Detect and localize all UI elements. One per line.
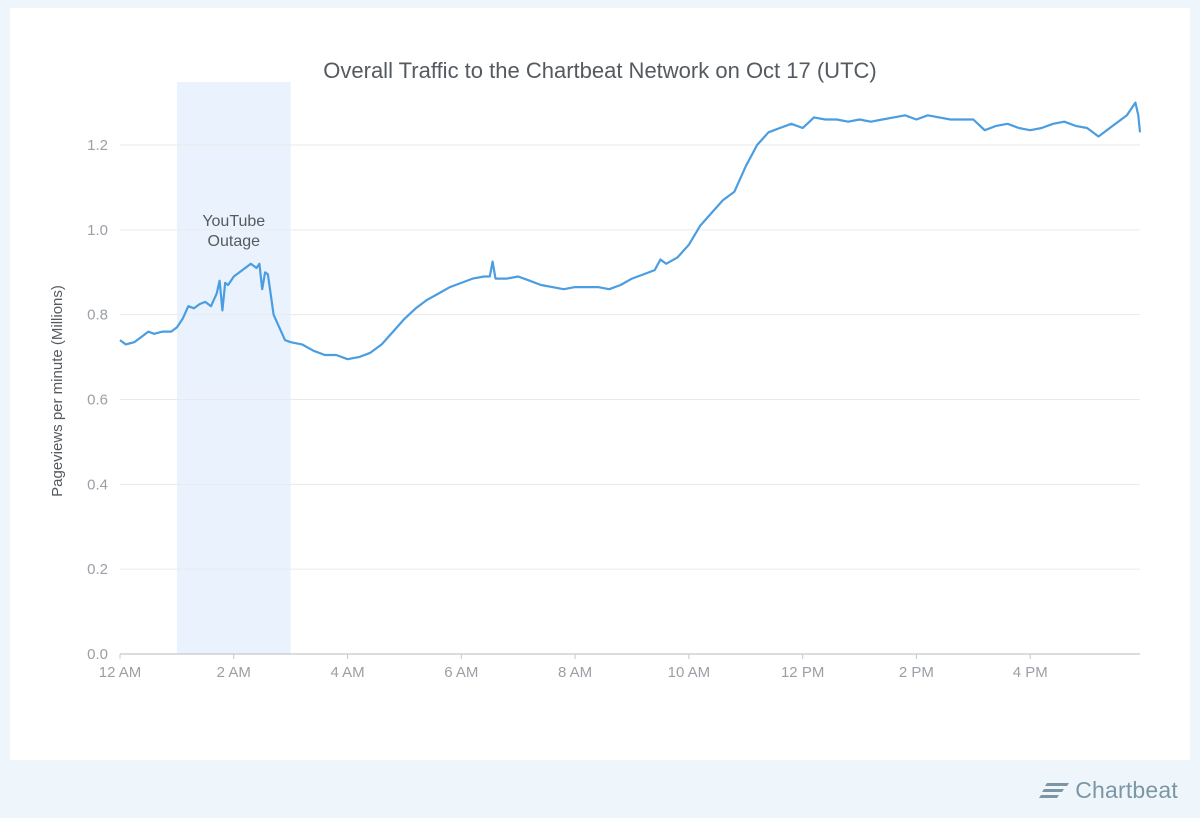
x-tick-label: 12 AM [99, 664, 142, 681]
x-tick-label: 8 AM [558, 664, 592, 681]
youtube-outage-highlight [176, 82, 291, 654]
highlight-label-line-2: Outage [208, 233, 261, 250]
traffic-line-chart: 0.0 0.2 0.4 0.6 0.8 1.0 1.2 12 AM 2 AM 4 AM 6 AM 8… [49, 58, 1142, 681]
y-tick-label: 0.8 [87, 307, 108, 324]
x-tick-label: 2 AM [217, 664, 251, 681]
series-line [119, 101, 1142, 361]
highlight-label-line-1: YouTube [202, 213, 265, 230]
x-tick-label: 12 PM [781, 664, 824, 681]
y-axis-ticks: 0.0 0.2 0.4 0.6 0.8 1.0 1.2 [87, 137, 108, 663]
y-tick-label: 1.2 [87, 137, 108, 154]
x-tick-label: 10 AM [668, 664, 711, 681]
y-tick-label: 1.0 [87, 222, 108, 239]
y-tick-label: 0.2 [87, 561, 108, 578]
y-tick-label: 0.6 [87, 392, 108, 409]
y-axis-label: Pageviews per minute (Millions) [49, 285, 66, 497]
x-tick-label: 4 AM [330, 664, 364, 681]
chartbeat-logo-text: Chartbeat [1075, 777, 1178, 803]
y-tick-label: 0.0 [87, 646, 108, 663]
x-tick-label: 6 AM [444, 664, 478, 681]
grid-lines [120, 144, 1140, 570]
y-tick-label: 0.4 [87, 476, 108, 493]
chartbeat-logo-icon [1039, 782, 1070, 798]
x-tick-label: 4 PM [1013, 664, 1048, 681]
x-axis-ticks: 12 AM 2 AM 4 AM 6 AM 8 AM 10 AM 12 PM 2 PM 4 PM [99, 654, 1048, 681]
chart-title: Overall Traffic to the Chartbeat Network… [323, 58, 876, 83]
chart-card: 0.0 0.2 0.4 0.6 0.8 1.0 1.2 12 AM 2 AM 4 AM 6 AM 8… [10, 8, 1190, 760]
x-tick-label: 2 PM [899, 664, 934, 681]
chartbeat-logo: Chartbeat [1039, 777, 1178, 804]
